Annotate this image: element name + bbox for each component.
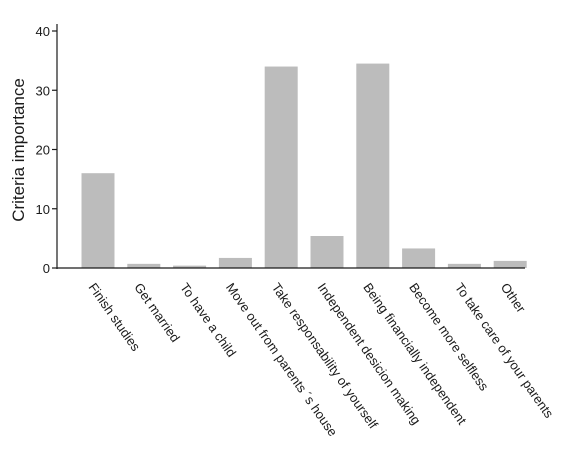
bar — [218, 257, 252, 268]
y-tick-label: 0 — [43, 261, 50, 276]
bar — [447, 263, 481, 268]
bar — [493, 260, 527, 268]
bar — [173, 265, 207, 268]
bar — [127, 263, 161, 268]
y-tick-label: 30 — [36, 83, 50, 98]
bar — [356, 63, 390, 269]
x-tick-label: Other — [498, 280, 529, 316]
y-tick-label: 20 — [36, 143, 50, 158]
y-axis-title: Criteria importance — [9, 78, 28, 222]
bars — [81, 63, 527, 269]
bar — [310, 236, 344, 268]
bar — [402, 248, 436, 268]
y-axis: 0 10 20 30 40 — [36, 24, 58, 276]
bar — [81, 173, 115, 268]
x-tick-label: Become more selfless — [406, 280, 492, 394]
x-tick-label: Get married — [131, 280, 183, 345]
bar — [264, 66, 298, 268]
y-tick-label: 10 — [36, 202, 50, 217]
y-tick-label: 40 — [36, 24, 50, 39]
